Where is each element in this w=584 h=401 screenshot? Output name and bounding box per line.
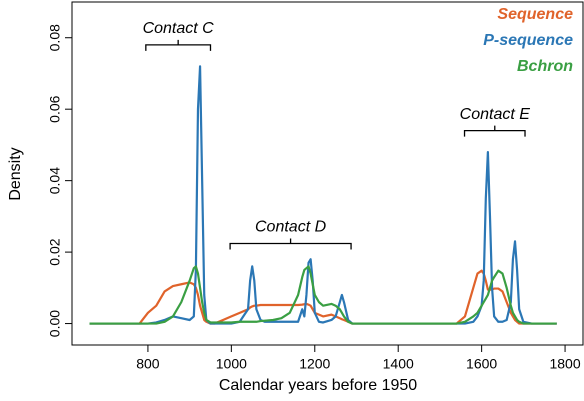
x-tick-label: 1200: [299, 356, 330, 372]
x-tick-label: 1000: [216, 356, 247, 372]
annotation-bracket: [145, 39, 212, 51]
series-line: [89, 265, 557, 325]
x-tick-label: 800: [136, 356, 160, 372]
x-tick-label: 1400: [383, 356, 414, 372]
annotation-bracket: [463, 125, 526, 137]
legend-entry: Bchron: [517, 58, 573, 75]
x-tick-label: 1800: [549, 356, 580, 372]
plot-frame: [71, 1, 584, 346]
annotation-text: Contact E: [460, 106, 531, 123]
y-tick-label: 0.02: [47, 238, 63, 265]
legend-entry: P-sequence: [483, 32, 573, 49]
x-tick-label: 1600: [466, 356, 497, 372]
y-tick-label: 0.04: [47, 167, 63, 194]
y-tick-label: 0.08: [47, 24, 63, 51]
x-axis-label: Calendar years before 1950: [219, 377, 417, 394]
annotation-text: Contact C: [143, 20, 215, 37]
annotation-text: Contact D: [255, 219, 327, 236]
legend-entry: Sequence: [497, 6, 573, 23]
y-axis-label: Density: [7, 147, 24, 200]
annotation-bracket: [229, 238, 352, 250]
y-tick-label: 0.00: [47, 310, 63, 337]
y-tick-label: 0.06: [47, 95, 63, 122]
